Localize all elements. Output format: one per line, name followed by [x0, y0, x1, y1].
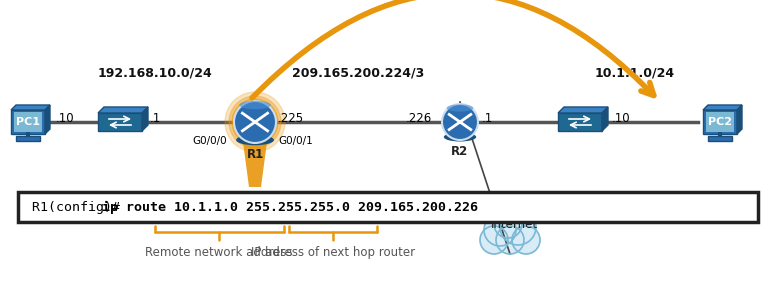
Polygon shape	[703, 105, 742, 110]
Polygon shape	[243, 142, 267, 187]
Circle shape	[496, 226, 524, 254]
Text: Remote network address: Remote network address	[146, 246, 293, 259]
Text: 209.165.200.224/3: 209.165.200.224/3	[292, 67, 424, 80]
Circle shape	[229, 96, 281, 148]
Polygon shape	[98, 107, 148, 113]
Polygon shape	[737, 105, 742, 134]
Polygon shape	[703, 110, 737, 134]
Polygon shape	[706, 112, 734, 132]
Circle shape	[512, 226, 540, 254]
Ellipse shape	[239, 101, 270, 109]
Circle shape	[234, 101, 276, 143]
Text: IP adress of next hop router: IP adress of next hop router	[251, 246, 415, 259]
Polygon shape	[558, 107, 608, 113]
Polygon shape	[45, 105, 50, 134]
Polygon shape	[602, 107, 608, 131]
Circle shape	[484, 214, 516, 246]
Ellipse shape	[236, 135, 274, 145]
Text: PC2: PC2	[708, 117, 732, 127]
Circle shape	[232, 99, 278, 145]
Polygon shape	[98, 113, 142, 131]
Text: G0/0/1: G0/0/1	[278, 136, 313, 146]
Text: G0/0/0: G0/0/0	[192, 136, 227, 146]
Ellipse shape	[444, 133, 476, 141]
Text: 10.1.1.0/24: 10.1.1.0/24	[595, 67, 675, 80]
Text: .225: .225	[278, 113, 304, 125]
Text: .10: .10	[612, 113, 631, 125]
Polygon shape	[142, 107, 148, 131]
Circle shape	[494, 210, 522, 238]
Text: .10: .10	[56, 113, 74, 125]
Polygon shape	[11, 105, 50, 110]
Circle shape	[442, 104, 478, 140]
Text: R1: R1	[246, 148, 264, 161]
Text: .226: .226	[406, 113, 432, 125]
Ellipse shape	[446, 104, 474, 112]
Text: ip route 10.1.1.0 255.255.255.0 209.165.200.226: ip route 10.1.1.0 255.255.255.0 209.165.…	[102, 200, 478, 214]
Text: .1: .1	[150, 113, 161, 125]
Text: R2: R2	[451, 145, 469, 158]
Text: Internet: Internet	[491, 218, 538, 230]
Polygon shape	[11, 110, 45, 134]
FancyBboxPatch shape	[18, 192, 758, 222]
Polygon shape	[708, 136, 732, 141]
Text: 192.168.10.0/24: 192.168.10.0/24	[98, 67, 212, 80]
Circle shape	[480, 226, 508, 254]
Polygon shape	[14, 112, 42, 132]
Text: .1: .1	[482, 113, 493, 125]
Polygon shape	[16, 136, 40, 141]
FancyArrowPatch shape	[252, 0, 654, 98]
Circle shape	[500, 209, 536, 245]
Text: PC1: PC1	[16, 117, 40, 127]
Circle shape	[225, 92, 285, 152]
Text: R1(config)#: R1(config)#	[32, 201, 128, 214]
Polygon shape	[558, 113, 602, 131]
